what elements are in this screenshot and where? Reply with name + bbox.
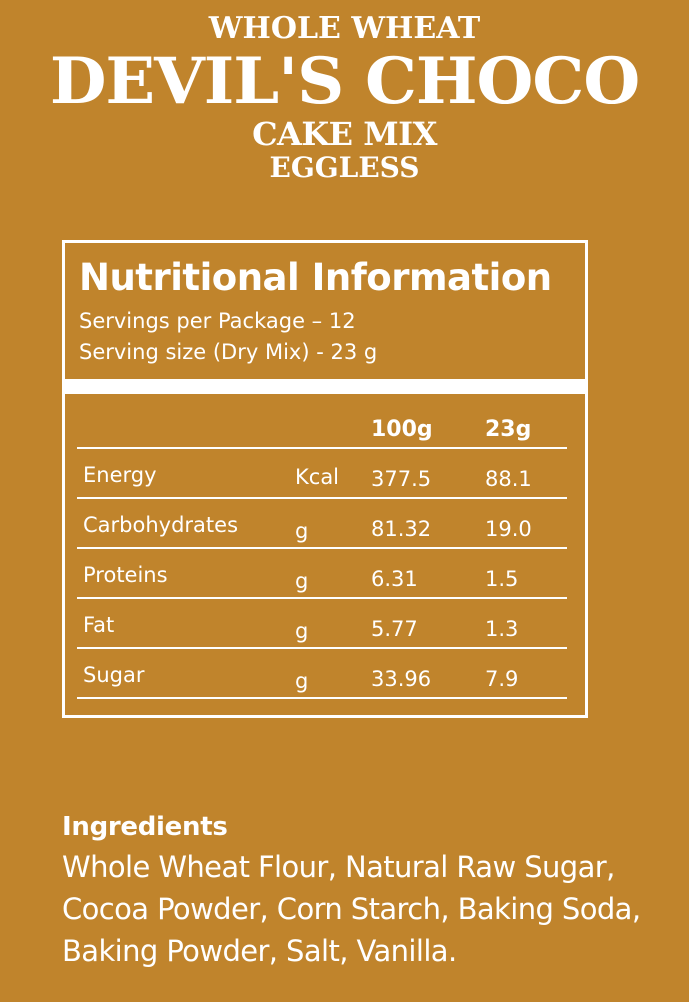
table-row: Carbohydrates g 81.32 19.0	[77, 499, 567, 549]
value-per-23g: 1.3	[485, 617, 519, 641]
product-title-line-2: DEVIL'S CHOCO	[49, 44, 640, 119]
value-per-100g: 33.96	[371, 667, 432, 691]
nutrition-table-header: 100g 23g	[77, 411, 567, 449]
table-row: Proteins g 6.31 1.5	[77, 549, 567, 599]
nutrient-unit: g	[295, 619, 309, 643]
product-title: WHOLE WHEAT DEVIL'S CHOCO CAKE MIX EGGLE…	[0, 10, 689, 182]
serving-size: Serving size (Dry Mix) - 23 g	[79, 340, 378, 364]
nutrition-title: Nutritional Information	[79, 256, 552, 299]
nutrition-panel: Nutritional Information Servings per Pac…	[62, 240, 588, 718]
ingredients-list: Whole Wheat Flour, Natural Raw Sugar, Co…	[62, 846, 682, 972]
servings-per-package: Servings per Package – 12	[79, 309, 356, 333]
nutrient-unit: g	[295, 519, 309, 543]
value-per-100g: 81.32	[371, 517, 432, 541]
column-header-100g: 100g	[371, 417, 433, 442]
value-per-100g: 377.5	[371, 467, 432, 491]
nutrient-name: Sugar	[83, 663, 145, 687]
product-title-line-4: EGGLESS	[269, 151, 420, 184]
nutrition-table: 100g 23g Energy Kcal 377.5 88.1 Carbohyd…	[77, 411, 567, 699]
value-per-23g: 1.5	[485, 567, 519, 591]
nutrition-header: Nutritional Information Servings per Pac…	[65, 243, 585, 365]
nutrient-name: Proteins	[83, 563, 168, 587]
table-row: Fat g 5.77 1.3	[77, 599, 567, 649]
ingredients-section: Ingredients Whole Wheat Flour, Natural R…	[62, 814, 682, 972]
nutrient-name: Fat	[83, 613, 115, 637]
table-row: Energy Kcal 377.5 88.1	[77, 449, 567, 499]
divider-bar	[65, 379, 585, 394]
column-header-23g: 23g	[485, 417, 532, 442]
value-per-23g: 19.0	[485, 517, 532, 541]
value-per-23g: 7.9	[485, 667, 519, 691]
product-title-line-1: WHOLE WHEAT	[208, 11, 481, 46]
table-row: Sugar g 33.96 7.9	[77, 649, 567, 699]
servings-info: Servings per Package – 12 Serving size (…	[79, 306, 585, 368]
nutrient-name: Energy	[83, 463, 157, 487]
ingredients-line: Baking Powder, Salt, Vanilla.	[62, 934, 457, 968]
value-per-100g: 6.31	[371, 567, 418, 591]
ingredients-line: Cocoa Powder, Corn Starch, Baking Soda,	[62, 892, 641, 926]
product-title-line-3: CAKE MIX	[252, 115, 437, 153]
ingredients-title: Ingredients	[62, 812, 228, 842]
nutrient-name: Carbohydrates	[83, 513, 239, 537]
ingredients-line: Whole Wheat Flour, Natural Raw Sugar,	[62, 850, 615, 884]
value-per-100g: 5.77	[371, 617, 418, 641]
nutrient-unit: g	[295, 569, 309, 593]
value-per-23g: 88.1	[485, 467, 532, 491]
nutrient-unit: Kcal	[295, 465, 340, 489]
nutrient-unit: g	[295, 669, 309, 693]
